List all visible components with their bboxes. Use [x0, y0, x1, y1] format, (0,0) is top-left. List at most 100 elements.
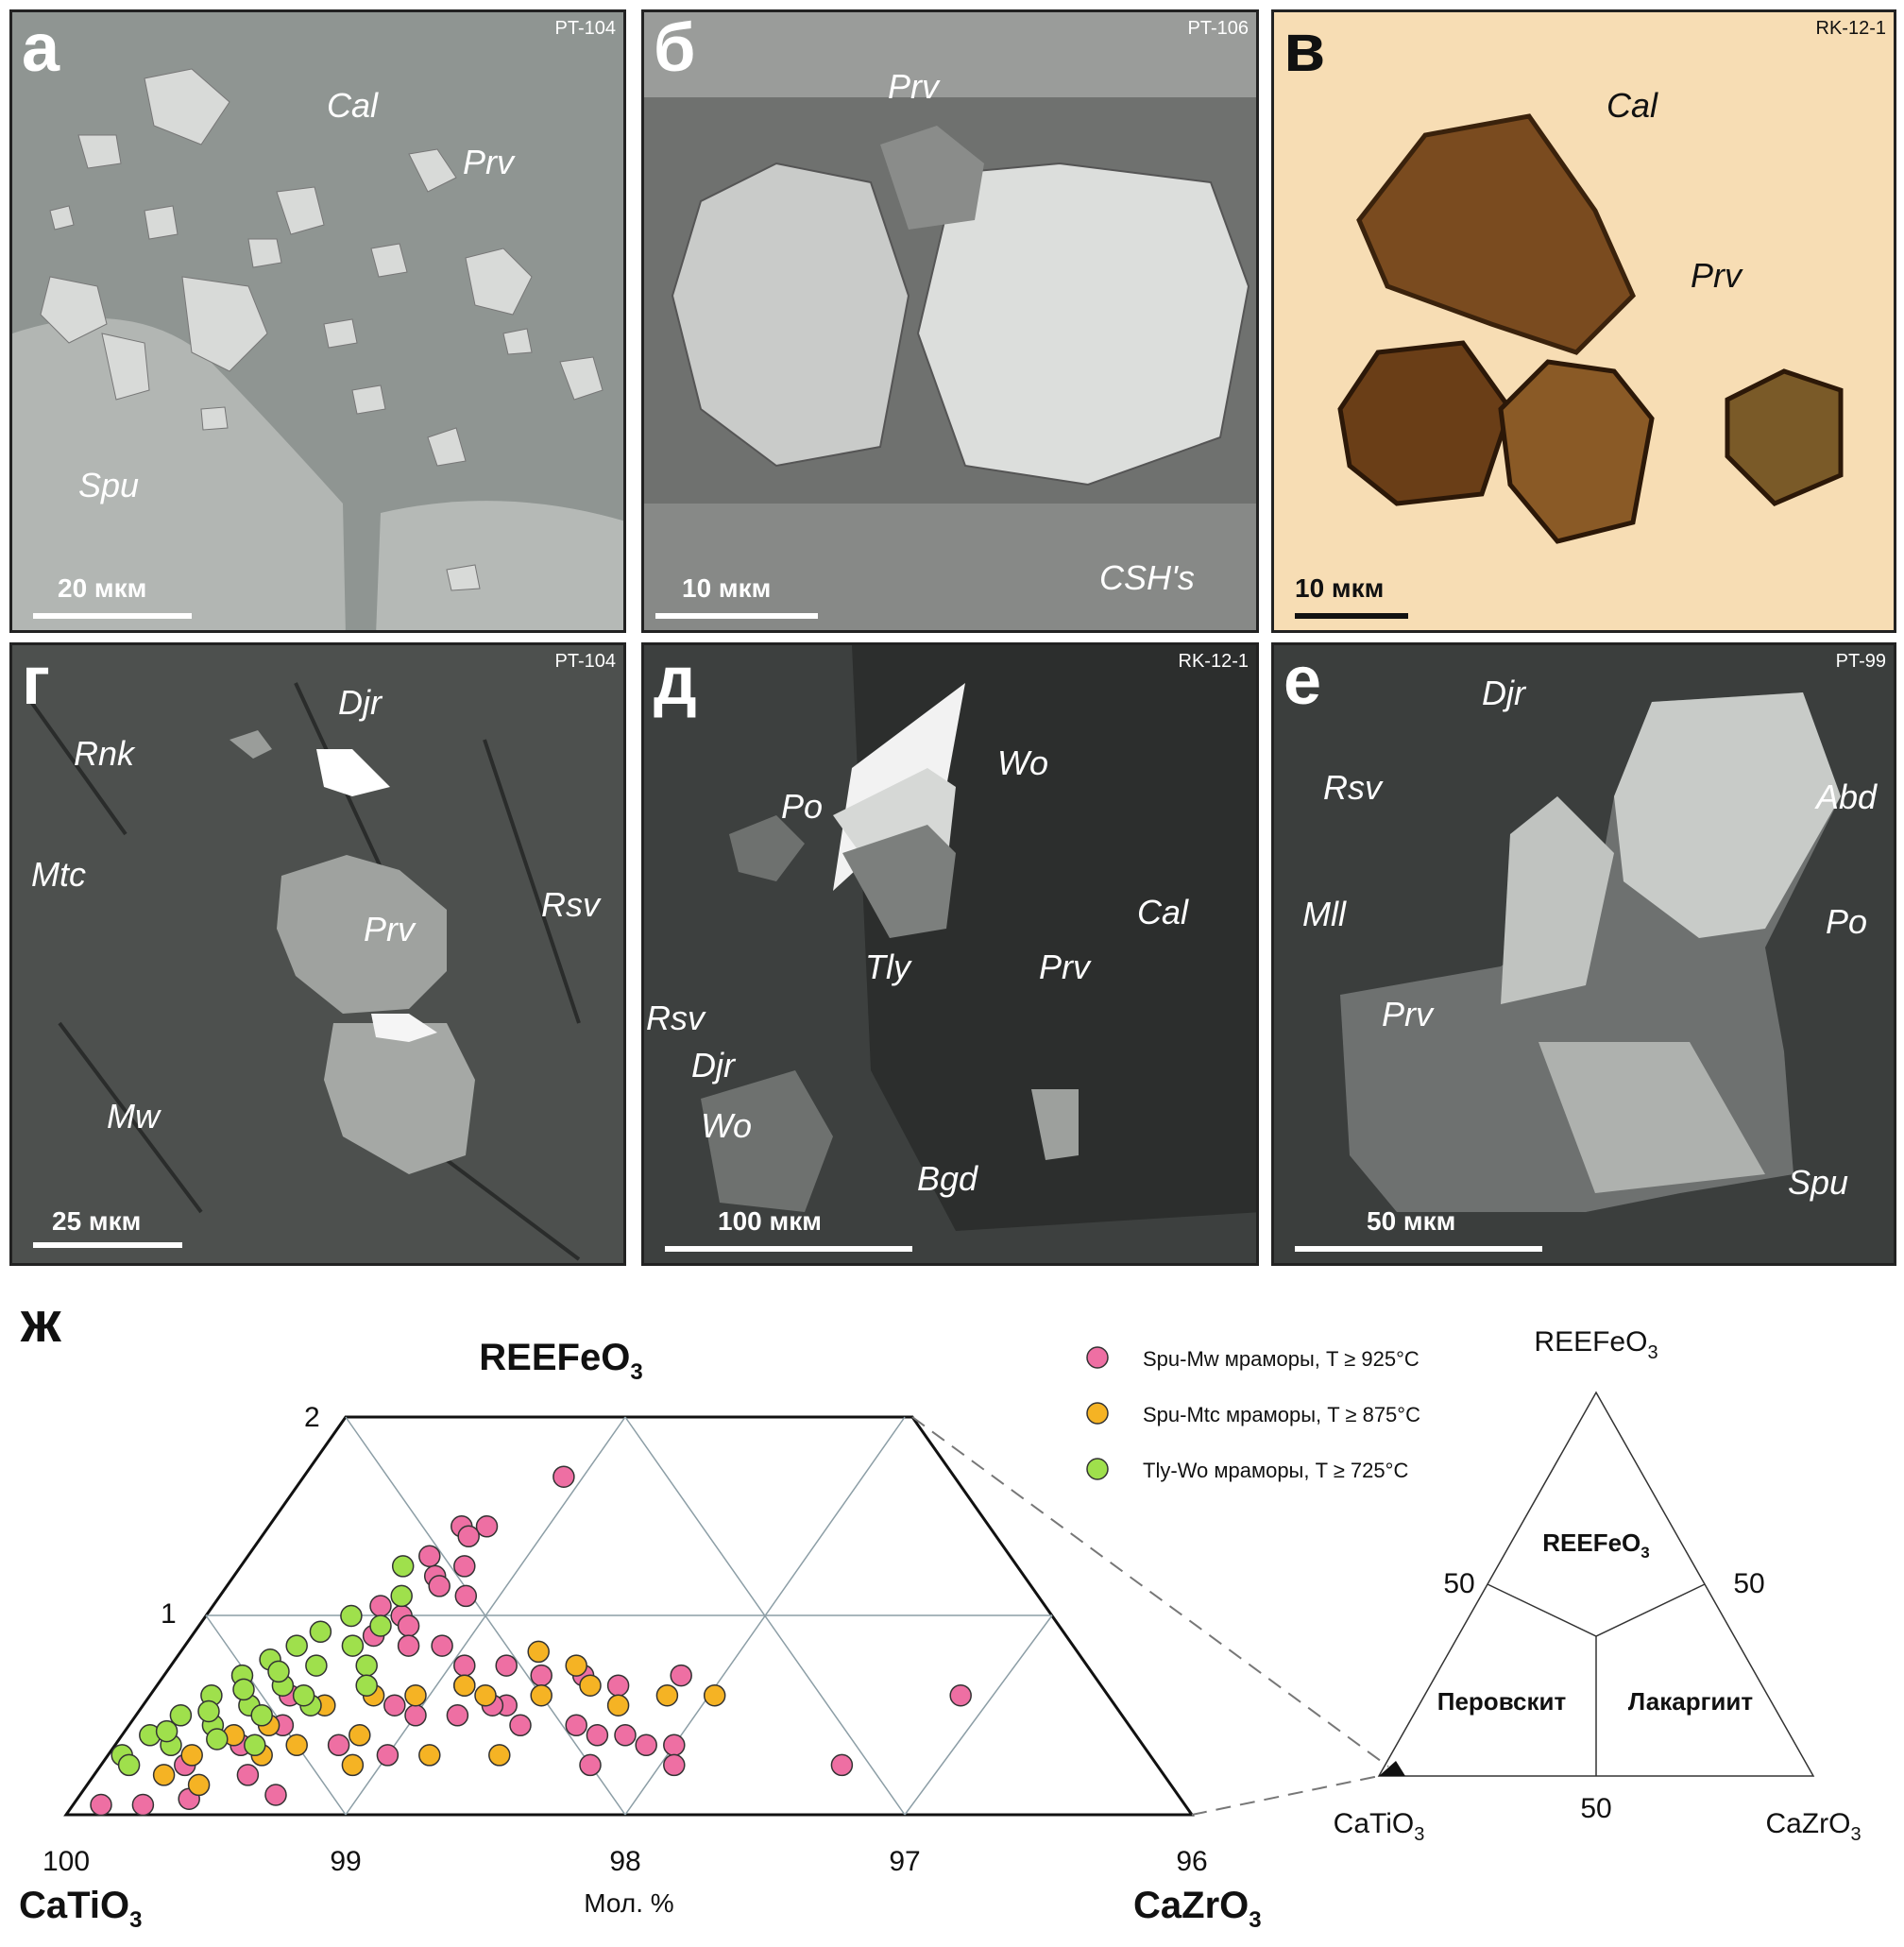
mineral-label: Prv — [1039, 948, 1090, 986]
data-point-series-2 — [292, 1683, 315, 1707]
scale-bar-label: 100 мкм — [718, 1206, 822, 1236]
data-point-series-2 — [244, 1734, 266, 1757]
inset-apex-top: REEFeO3 — [1534, 1326, 1658, 1363]
inset-field-perovskite: Перовскит — [1437, 1687, 1567, 1716]
data-point-series-0 — [453, 1555, 476, 1578]
legend-marker — [1086, 1458, 1109, 1480]
data-point-series-0 — [606, 1674, 630, 1697]
data-point-series-1 — [152, 1764, 176, 1786]
panel-f: е PT-99 Djr Rsv Abd Mll Po Prv Spu 50 мк… — [1271, 642, 1896, 1266]
data-points — [90, 1465, 972, 1817]
data-point-series-2 — [309, 1620, 332, 1644]
legend-entry: Tly-Wo мраморы, T ≥ 725°C — [1143, 1459, 1408, 1482]
data-point-series-1 — [418, 1744, 441, 1767]
apex-left-label: CaTiO3 — [19, 1885, 142, 1933]
data-point-series-0 — [453, 1654, 476, 1677]
tick-label: 96 — [1176, 1846, 1207, 1877]
panel-a-image — [12, 12, 623, 630]
legend-marker — [1086, 1402, 1109, 1425]
sample-id: RK-12-1 — [1815, 18, 1886, 39]
data-point-series-0 — [131, 1793, 155, 1817]
data-point-series-0 — [418, 1545, 441, 1568]
panel-label: а — [22, 10, 60, 86]
data-point-series-2 — [169, 1704, 193, 1727]
data-point-series-0 — [383, 1694, 406, 1716]
mineral-label: Po — [781, 787, 824, 826]
mineral-label: Rsv — [1323, 768, 1382, 807]
inset-tick-label: 50 — [1443, 1568, 1474, 1599]
data-point-series-1 — [579, 1674, 602, 1697]
data-point-series-0 — [565, 1714, 587, 1737]
data-point-series-2 — [390, 1584, 413, 1608]
sample-id: PT-104 — [554, 18, 616, 39]
data-point-series-0 — [635, 1734, 657, 1757]
apex-right-label: CaZrO3 — [1133, 1885, 1262, 1933]
data-point-series-1 — [488, 1744, 511, 1767]
scale-bar — [1295, 1246, 1542, 1252]
data-point-series-0 — [369, 1595, 392, 1617]
legend-entry: Spu-Mtc мраморы, T ≥ 875°C — [1143, 1403, 1420, 1426]
panel-a: а PT-104 Cal Prv Spu 20 мкм — [9, 9, 626, 633]
data-point-series-1 — [655, 1683, 679, 1707]
data-point-series-0 — [428, 1575, 450, 1597]
mineral-label: Rnk — [74, 734, 135, 773]
data-point-series-0 — [397, 1614, 420, 1637]
axis-label: Мол. % — [584, 1888, 673, 1918]
mineral-label: Cal — [1606, 86, 1658, 125]
panel-label: е — [1284, 643, 1322, 719]
inset-field-reefeo3: REEFeO3 — [1542, 1529, 1650, 1562]
data-point-series-0 — [586, 1724, 609, 1747]
mineral-label: Prv — [888, 67, 939, 106]
data-point-series-1 — [474, 1683, 497, 1707]
panel-c-image — [1274, 12, 1894, 630]
data-point-series-2 — [197, 1699, 220, 1723]
data-point-series-1 — [285, 1734, 308, 1757]
data-point-series-0 — [446, 1704, 469, 1727]
inset-apex-left: CaTiO3 — [1334, 1808, 1425, 1845]
data-point-series-0 — [614, 1724, 637, 1747]
panel-b-image — [644, 12, 1256, 630]
mineral-label: Prv — [1691, 256, 1742, 295]
mineral-label: Spu — [1788, 1163, 1849, 1202]
mineral-label: Cal — [1137, 893, 1189, 931]
zoom-connector — [911, 1416, 1389, 1816]
scale-bar — [655, 613, 818, 619]
data-point-series-0 — [663, 1734, 686, 1757]
mineral-label: Rsv — [541, 885, 600, 924]
data-point-series-0 — [949, 1683, 972, 1707]
mineral-label: CSH's — [1099, 558, 1195, 597]
mineral-label: Prv — [364, 910, 415, 948]
mineral-label: Djr — [691, 1046, 735, 1085]
tick-label: 99 — [330, 1846, 361, 1877]
inset-ternary: REEFeO3 CaTiO3 CaZrO3 REEFeO3 Перовскит … — [1334, 1326, 1862, 1845]
data-point-series-2 — [267, 1660, 290, 1683]
data-point-series-0 — [397, 1634, 420, 1657]
mineral-label: Prv — [1382, 995, 1433, 1033]
data-point-series-1 — [453, 1674, 476, 1697]
mineral-label: Rsv — [646, 999, 705, 1037]
panel-d: г PT-104 Djr Rnk Mtc Prv Rsv Mw 25 мкм — [9, 642, 626, 1266]
data-point-series-2 — [340, 1604, 363, 1628]
data-point-series-2 — [232, 1678, 255, 1701]
data-point-series-2 — [355, 1674, 378, 1697]
data-point-series-2 — [355, 1654, 378, 1677]
data-point-series-0 — [663, 1753, 686, 1777]
panel-c: в RK-12-1 Cal Prv 10 мкм — [1271, 9, 1896, 633]
mineral-label: Bgd — [917, 1159, 978, 1198]
sample-id: RK-12-1 — [1178, 651, 1249, 672]
scale-bar-label: 20 мкм — [58, 573, 147, 603]
sample-id: PT-106 — [1187, 18, 1249, 39]
panel-f-image — [1274, 645, 1894, 1263]
inset-tick-label: 50 — [1580, 1793, 1611, 1824]
panel-label: д — [654, 643, 697, 719]
data-point-series-0 — [90, 1793, 112, 1817]
data-point-series-1 — [530, 1683, 552, 1707]
data-point-series-0 — [670, 1664, 692, 1687]
data-point-series-0 — [236, 1764, 260, 1786]
mineral-label: Mtc — [31, 855, 86, 894]
data-point-series-1 — [527, 1640, 550, 1664]
legend: Spu-Mw мраморы, T ≥ 925°C Spu-Mtc мрамор… — [1086, 1346, 1420, 1482]
data-point-series-1 — [180, 1744, 203, 1767]
mineral-label: Djr — [1482, 674, 1525, 712]
scale-bar — [33, 613, 192, 619]
